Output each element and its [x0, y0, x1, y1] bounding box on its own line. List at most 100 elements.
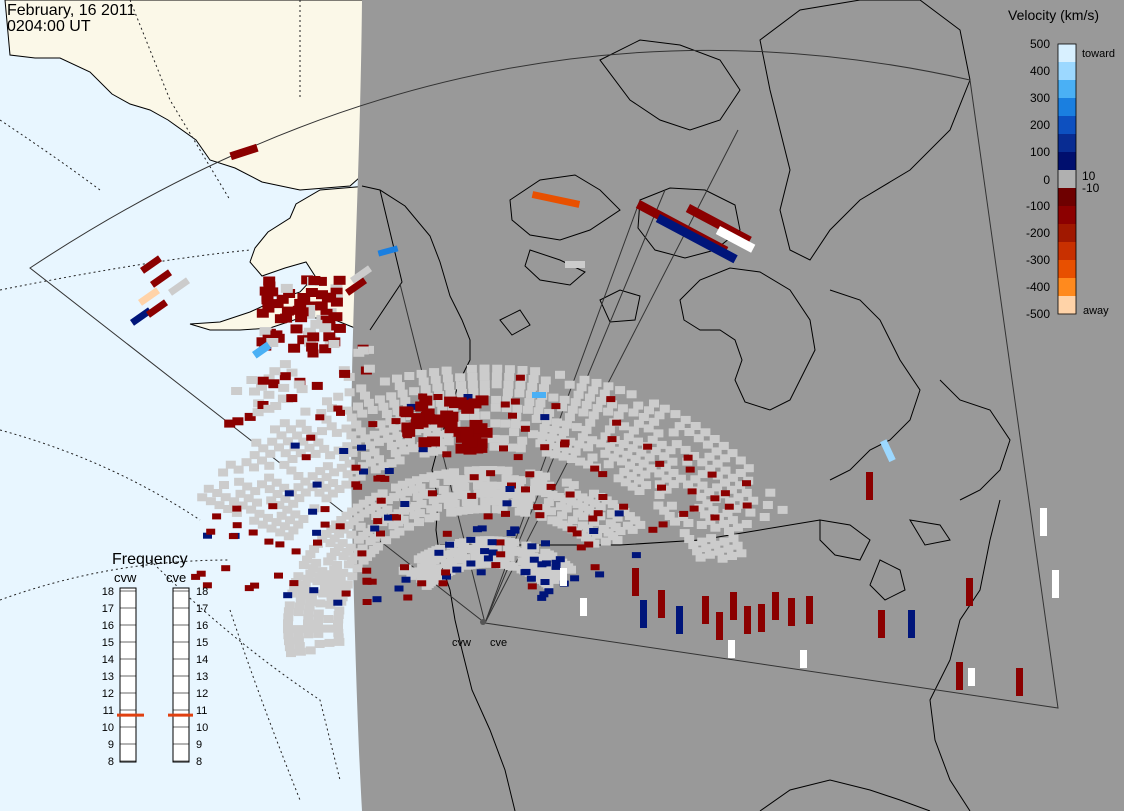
scatter-cell — [412, 476, 422, 485]
scatter-cell — [382, 496, 393, 504]
scatter-cell — [456, 381, 466, 390]
scatter-cell — [600, 449, 611, 458]
scatter-cell — [333, 275, 346, 285]
scatter-cell — [394, 527, 405, 536]
scatter-cell — [293, 636, 304, 645]
scatter-cell — [603, 382, 614, 391]
scatter-cell — [535, 399, 546, 408]
scatter-cell — [317, 567, 328, 576]
scatter-cell — [581, 425, 592, 434]
scatter-cell — [716, 612, 723, 640]
scatter-cell — [541, 416, 552, 425]
scatter-cell — [285, 516, 295, 525]
scatter-cell — [719, 537, 730, 546]
colorbar-tick-label: 10 — [1082, 169, 1096, 183]
scatter-cell — [321, 483, 332, 492]
scatter-cell — [512, 404, 523, 413]
scatter-cell — [561, 445, 572, 454]
scatter-cell — [509, 428, 520, 437]
scatter-cell — [259, 286, 272, 296]
scatter-cell — [743, 464, 754, 473]
scatter-cell — [517, 436, 528, 445]
scatter-cell — [351, 464, 361, 471]
scatter-cell — [232, 505, 242, 512]
scatter-cell — [491, 380, 502, 389]
scatter-cell — [501, 404, 512, 413]
scatter-cell — [493, 481, 504, 490]
scatter-cell — [303, 614, 314, 623]
scatter-cell — [539, 384, 549, 393]
scatter-cell — [371, 512, 382, 520]
scatter-cell — [479, 466, 490, 474]
scatter-cell — [321, 415, 332, 424]
scatter-cell — [690, 475, 701, 484]
scatter-cell — [266, 287, 279, 297]
scatter-cell — [330, 297, 343, 307]
scatter-cell — [283, 613, 294, 622]
scatter-cell — [297, 591, 308, 600]
scatter-cell — [722, 508, 733, 517]
scatter-cell — [653, 429, 664, 438]
scatter-cell — [254, 509, 265, 518]
scatter-cell — [296, 307, 309, 317]
scatter-cell — [510, 526, 520, 533]
scatter-cell — [276, 511, 287, 520]
freq-column-cve — [172, 587, 190, 763]
scatter-cell — [491, 395, 502, 404]
scatter-cell — [330, 287, 343, 297]
scatter-cell — [284, 601, 295, 610]
scatter-cell — [342, 470, 353, 479]
scatter-cell — [355, 472, 366, 481]
scatter-cell — [386, 442, 397, 450]
scatter-cell — [333, 392, 344, 401]
scatter-cell — [560, 568, 567, 586]
scatter-cell — [525, 471, 535, 478]
scatter-cell — [532, 470, 543, 479]
scatter-cell — [445, 566, 456, 575]
freq-tick-label: 10 — [102, 722, 114, 734]
scatter-cell — [300, 477, 311, 486]
scatter-cell — [492, 364, 503, 373]
scatter-cell — [742, 480, 751, 487]
scatter-cell — [633, 419, 644, 428]
scatter-cell — [376, 530, 385, 537]
scatter-cell — [333, 405, 343, 412]
scatter-cell — [468, 398, 482, 409]
scatter-cell — [150, 269, 173, 288]
scatter-cell — [346, 413, 357, 422]
scatter-cell — [541, 568, 552, 577]
freq-tick-label: 8 — [108, 756, 114, 768]
scatter-cell — [505, 486, 515, 492]
scatter-cell — [333, 577, 344, 586]
scatter-cell — [640, 470, 651, 479]
scatter-cell — [146, 299, 169, 318]
scatter-cell — [566, 565, 576, 574]
scatter-cell — [666, 501, 677, 510]
scatter-cell — [497, 505, 508, 514]
scatter-cell — [257, 456, 267, 465]
scatter-cell — [704, 452, 715, 461]
scatter-cell — [553, 443, 564, 451]
scatter-cell — [316, 409, 327, 417]
scatter-cell — [532, 392, 546, 398]
scatter-cell — [486, 470, 496, 477]
scatter-cell — [617, 457, 627, 466]
scatter-cell — [293, 630, 304, 639]
scatter-cell — [508, 475, 519, 484]
scatter-cell — [322, 397, 332, 406]
scatter-cell — [470, 443, 484, 454]
scatter-cell — [372, 596, 382, 603]
scatter-cell — [441, 569, 451, 576]
scatter-cell — [599, 389, 610, 398]
scatter-cell — [570, 447, 581, 456]
scatter-cell — [683, 454, 693, 461]
scatter-cell — [379, 427, 390, 436]
scatter-cell — [371, 492, 382, 501]
scatter-cell — [748, 496, 759, 505]
scatter-cell — [588, 515, 598, 522]
scatter-cell — [501, 474, 512, 483]
scatter-cell — [457, 475, 468, 484]
scatter-cell — [295, 647, 306, 656]
scatter-cell — [479, 481, 490, 490]
